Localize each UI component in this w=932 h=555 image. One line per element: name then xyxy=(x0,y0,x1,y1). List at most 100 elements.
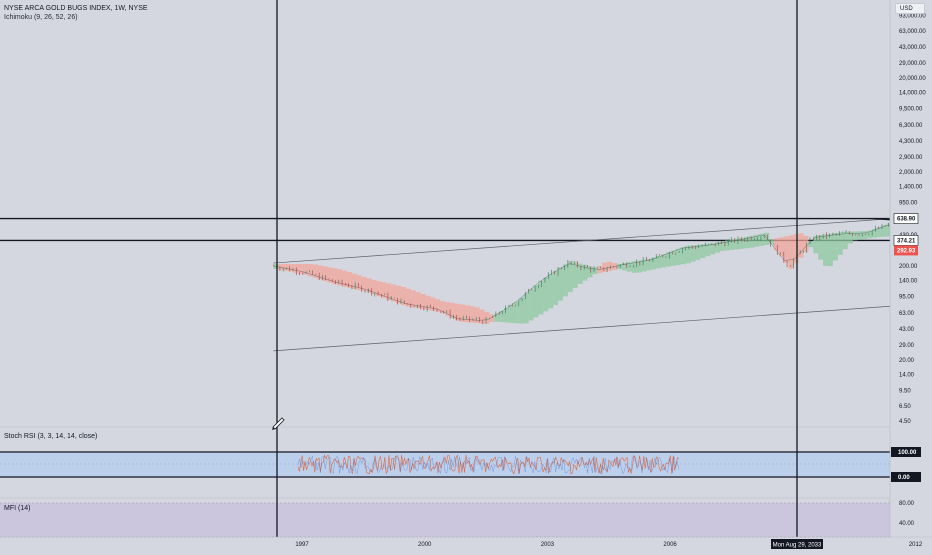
price-tick-label: 9,500.00 xyxy=(899,106,923,112)
price-tick-label: 63.00 xyxy=(899,311,915,317)
price-tags: 638.90 374.21 292.93 xyxy=(893,213,919,256)
time-tick-label: 2003 xyxy=(541,542,555,548)
price-tick-label: 140.00 xyxy=(899,279,918,285)
ichimoku-cloud-segment xyxy=(371,280,377,295)
ichimoku-cloud-segment xyxy=(386,283,392,300)
ichimoku-legend[interactable]: Ichimoku (9, 26, 52, 26) xyxy=(4,14,78,21)
time-tick-label: 2000 xyxy=(418,542,432,548)
ichimoku-cloud-segment xyxy=(381,282,387,299)
ichimoku-cloud-segment xyxy=(602,262,608,273)
time-axis-ticks[interactable]: 1997200020032006200920122015201820212024… xyxy=(295,542,932,548)
price-tick-label: 1,400.00 xyxy=(899,185,923,191)
ichimoku-cloud-segment xyxy=(494,313,500,322)
ichimoku-cloud-segment xyxy=(685,245,691,264)
ichimoku-cloud-segment xyxy=(523,293,529,324)
ichimoku-cloud-segment xyxy=(739,237,745,249)
ichimoku-cloud-segment xyxy=(700,244,706,259)
ichimoku-cloud-segment xyxy=(857,231,863,240)
ichimoku-cloud-segment xyxy=(690,245,696,262)
mfi-legend[interactable]: MFI (14) xyxy=(4,505,31,512)
ichimoku-cloud-segment xyxy=(469,306,475,323)
currency-button[interactable]: USD xyxy=(895,3,925,14)
channel-upper-line[interactable] xyxy=(273,153,932,264)
chart-title[interactable]: NYSE ARCA GOLD BUGS INDEX, 1W, NYSE xyxy=(4,5,148,12)
ichimoku-cloud-segment xyxy=(886,223,892,237)
ichimoku-cloud-segment xyxy=(450,302,456,319)
time-cursor-tag xyxy=(771,539,823,549)
price-tick-label: 93,000.00 xyxy=(899,13,926,19)
ichimoku-cloud-segment xyxy=(734,238,740,250)
ichimoku-cloud-segment xyxy=(813,235,819,254)
stoch-rsi-band xyxy=(0,452,890,477)
ichimoku-cloud-segment xyxy=(405,288,411,307)
price-tag-label: 374.21 xyxy=(897,238,916,244)
ichimoku-cloud-segment xyxy=(867,230,873,239)
ichimoku-cloud-segment xyxy=(744,236,750,249)
price-tick-label: 43,000.00 xyxy=(899,45,926,51)
price-tick-label: 2,900.00 xyxy=(899,155,923,161)
ichimoku-cloud-segment xyxy=(562,264,568,297)
ichimoku-cloud-segment xyxy=(430,297,436,311)
ichimoku-cloud-segment xyxy=(666,252,672,267)
ichimoku-cloud-segment xyxy=(317,265,323,280)
ichimoku-cloud-segment xyxy=(307,264,313,277)
ichimoku-cloud-segment xyxy=(400,286,406,306)
stoch-tick-label: 0.00 xyxy=(898,475,910,481)
ichimoku-cloud-segment xyxy=(445,302,451,316)
ichimoku-cloud-segment xyxy=(553,270,559,305)
ichimoku-cloud-segment xyxy=(548,274,554,309)
time-tick-label: 1997 xyxy=(295,542,309,548)
price-tick-label: 950.00 xyxy=(899,200,918,206)
ichimoku-cloud-segment xyxy=(818,235,824,260)
ichimoku-cloud-segment xyxy=(464,305,470,323)
ichimoku-cloud-segment xyxy=(587,266,593,278)
ichimoku-cloud-segment xyxy=(729,239,735,250)
ichimoku-cloud-segment xyxy=(661,254,667,268)
ichimoku-cloud-segment xyxy=(361,276,367,292)
ichimoku-cloud-segment xyxy=(356,275,362,291)
ichimoku-cloud-segment xyxy=(764,232,770,245)
ichimoku-cloud-segment xyxy=(518,297,524,324)
ichimoku-cloud-segment xyxy=(773,238,779,251)
ichimoku-cloud-segment xyxy=(872,228,878,238)
ichimoku-cloud-segment xyxy=(435,299,441,312)
ichimoku-cloud-segment xyxy=(293,264,299,273)
ichimoku-cloud-segment xyxy=(646,258,652,271)
time-tick-label: 2006 xyxy=(663,542,677,548)
stoch-rsi-oscillator xyxy=(297,454,680,475)
ichimoku-cloud-segment xyxy=(489,314,495,322)
mfi-band xyxy=(0,503,890,537)
ichimoku-cloud-segment xyxy=(631,261,637,273)
ichimoku-cloud-segment xyxy=(837,232,843,255)
ichimoku-cloud-segment xyxy=(675,248,681,266)
ichimoku-cloud-segment xyxy=(425,295,431,310)
ichimoku-cloud-segment xyxy=(538,280,544,315)
ichimoku-cloud-segment xyxy=(616,263,622,270)
ichimoku-cloud-segment xyxy=(798,233,804,258)
ichimoku-cloud-segment xyxy=(459,304,465,322)
price-tick-label: 20.00 xyxy=(899,358,915,364)
ichimoku-cloud-segment xyxy=(396,285,402,304)
ichimoku-cloud-segment xyxy=(440,301,446,314)
ichimoku-cloud-segment xyxy=(641,259,647,272)
price-tick-label: 20,000.00 xyxy=(899,76,926,82)
ichimoku-cloud-segment xyxy=(499,310,505,323)
ichimoku-cloud-segment xyxy=(680,246,686,265)
stoch-rsi-legend[interactable]: Stoch RSI (3, 3, 14, 14, close) xyxy=(4,433,98,440)
ichimoku-cloud-segment xyxy=(793,234,799,264)
mfi-tick-label: 80.00 xyxy=(899,501,915,507)
price-tick-label: 2,000.00 xyxy=(899,170,923,176)
ichimoku-cloud-segment xyxy=(592,267,598,275)
price-tick-label: 6,300.00 xyxy=(899,123,923,129)
ichimoku-cloud-segment xyxy=(577,263,583,284)
price-tag-label: 638.90 xyxy=(897,217,916,223)
channel-lower-line[interactable] xyxy=(273,240,932,352)
ichimoku-cloud-segment xyxy=(808,241,814,248)
ichimoku-cloud-segment xyxy=(454,303,460,321)
ichimoku-cloud-segment xyxy=(366,278,372,293)
ichimoku-cloud-segment xyxy=(283,264,289,271)
price-line xyxy=(273,225,932,321)
ichimoku-cloud-segment xyxy=(302,264,308,275)
